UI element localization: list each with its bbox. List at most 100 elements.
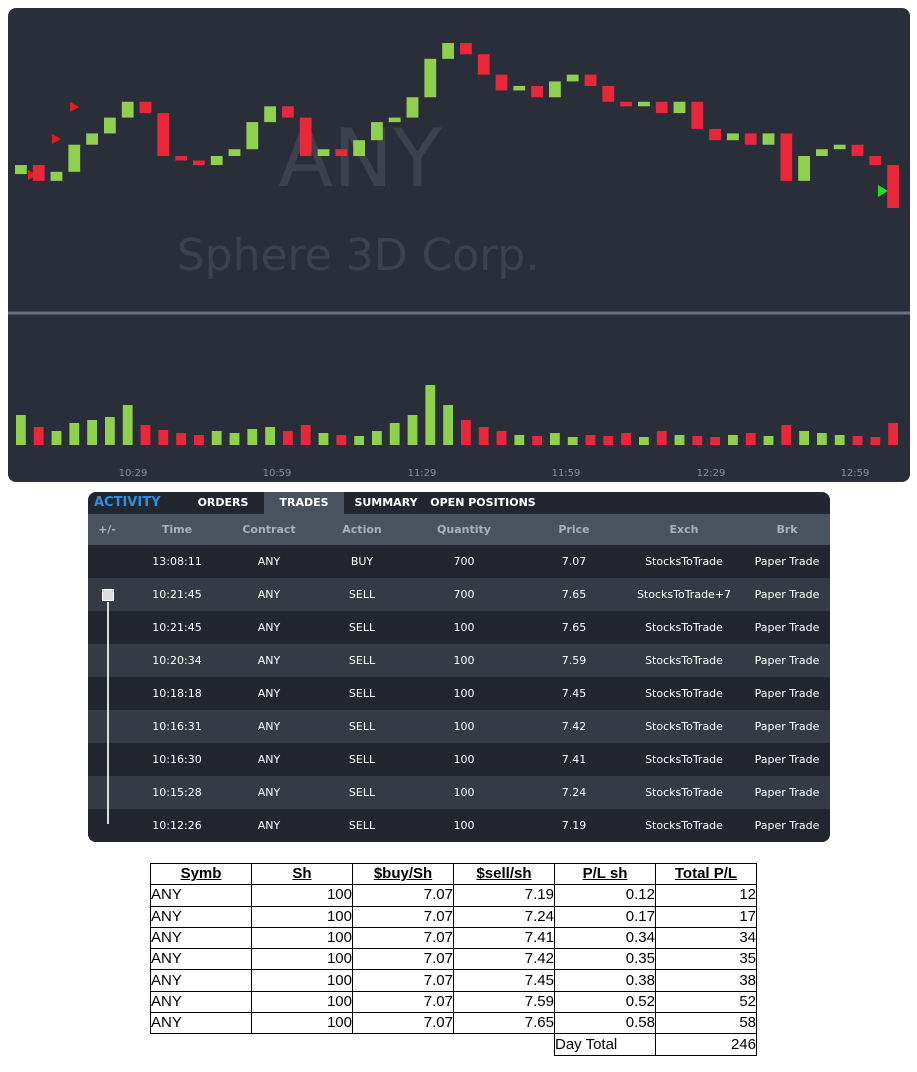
trade-cell: 7.65: [561, 588, 587, 601]
pl-cell: 7.07: [352, 948, 454, 971]
candle: [727, 133, 739, 141]
column-header: $buy/Sh: [352, 862, 454, 886]
pl-cell: 7.07: [352, 905, 454, 928]
candle: [869, 156, 882, 166]
candle: [460, 43, 472, 55]
candle: [744, 133, 757, 145]
trade-cell: 100: [453, 786, 475, 799]
volume-bar: [461, 420, 471, 445]
candle: [673, 101, 686, 114]
trade-row: 10:18:18 ANY SELL 100 7.45 StocksToTrade Paper…: [88, 677, 830, 710]
trade-cell: 100: [453, 819, 475, 832]
tab[interactable]: TRADES: [264, 492, 344, 514]
trade-cell: ANY: [257, 588, 281, 601]
trade-cell: 7.45: [561, 687, 587, 700]
volume-bar: [728, 435, 738, 445]
pl-cell: 0.34: [554, 926, 656, 950]
trade-cell: StocksToTrade: [645, 621, 723, 634]
candle: [299, 117, 312, 157]
trade-row: 10:21:45 ANY SELL 100 7.65 StocksToTrade Paper…: [88, 611, 830, 644]
volume-bar: [763, 436, 774, 445]
tab[interactable]: ORDERS: [184, 492, 262, 514]
pl-cell: 0.12: [554, 884, 656, 907]
candle: [210, 156, 223, 166]
volume-bar: [532, 436, 542, 445]
pl-cell: 17: [655, 905, 757, 928]
volume-bar: [265, 427, 275, 445]
candle: [424, 58, 437, 98]
volume-bar: [354, 436, 364, 445]
trade-cell: 100: [453, 720, 475, 733]
candle: [157, 113, 170, 157]
column-header: Quantity: [437, 523, 491, 536]
candle: [513, 85, 526, 91]
tab[interactable]: OPEN POSITIONS: [428, 492, 538, 514]
trade-cell: ANY: [257, 621, 281, 634]
candle: [709, 128, 721, 141]
trade-cell: SELL: [348, 621, 376, 634]
volume-bar: [674, 435, 685, 445]
candle: [317, 149, 330, 157]
trade-cell: Paper Trade: [754, 753, 820, 766]
expand-icon[interactable]: [102, 589, 114, 601]
tab[interactable]: SUMMARY: [346, 492, 426, 514]
activity-title: ACTIVITY: [94, 495, 161, 510]
trade-cell: 7.07: [561, 555, 587, 568]
candle: [495, 74, 508, 91]
trade-row: 10:16:30 ANY SELL 100 7.41 StocksToTrade Paper…: [88, 743, 830, 776]
candle: [477, 54, 490, 75]
activity-panel: ACTIVITY ORDERS TRADES SUMMARY OPEN POSITION…: [88, 492, 830, 842]
trade-cell: SELL: [348, 588, 376, 601]
pl-cell: ANY: [150, 905, 252, 928]
column-header: $sell/sh: [453, 862, 555, 886]
trade-cell: SELL: [348, 720, 376, 733]
trade-cell: 7.65: [561, 621, 587, 634]
empty-cell: [151, 1034, 252, 1055]
candle: [228, 149, 241, 157]
trade-cell: ANY: [257, 687, 281, 700]
volume-bar: [33, 427, 44, 445]
volume-bar: [852, 436, 863, 445]
candle: [780, 133, 793, 181]
volume-bar: [247, 429, 258, 445]
empty-cell: [454, 1034, 555, 1055]
trade-cell: SELL: [348, 786, 376, 799]
pl-cell: 7.07: [352, 969, 454, 992]
trade-cell: StocksToTrade: [645, 753, 723, 766]
volume-bar: [318, 433, 329, 445]
empty-cell: [252, 1034, 353, 1055]
trade-cell: ANY: [257, 555, 281, 568]
candle: [86, 133, 98, 145]
candle: [566, 74, 579, 82]
volume-bar: [870, 437, 881, 445]
trade-cell: StocksToTrade: [645, 687, 723, 700]
candle: [442, 43, 454, 59]
volume-bar: [621, 433, 631, 445]
candle: [371, 122, 383, 141]
trade-row: 10:21:45 ANY SELL 700 7.65 StocksToTrade+7 Pap…: [88, 578, 830, 611]
pl-cell: 100: [251, 884, 353, 907]
trade-cell: 10:18:18: [152, 687, 202, 700]
candle: [620, 101, 632, 107]
candle: [50, 171, 63, 181]
volume-bar: [283, 431, 293, 445]
trade-cell: ANY: [257, 786, 281, 799]
trade-cell: 100: [453, 621, 475, 634]
volume-bar: [692, 436, 703, 445]
trade-cell: 700: [453, 588, 475, 601]
pl-cell: ANY: [150, 884, 252, 907]
trade-cell: 700: [453, 555, 475, 568]
tree-line: [107, 602, 109, 824]
total-value: 246: [655, 1033, 757, 1056]
candle: [798, 156, 810, 181]
volume-bar: [105, 417, 115, 445]
pl-cell: 7.24: [453, 905, 555, 928]
column-header: P/L sh: [554, 862, 656, 886]
volume-bar: [389, 423, 400, 445]
pl-cell: 7.59: [453, 990, 555, 1014]
trade-cell: Paper Trade: [754, 588, 820, 601]
volume-bar: [300, 425, 311, 445]
pl-cell: 7.65: [453, 1012, 555, 1035]
pl-cell: 100: [251, 926, 353, 950]
